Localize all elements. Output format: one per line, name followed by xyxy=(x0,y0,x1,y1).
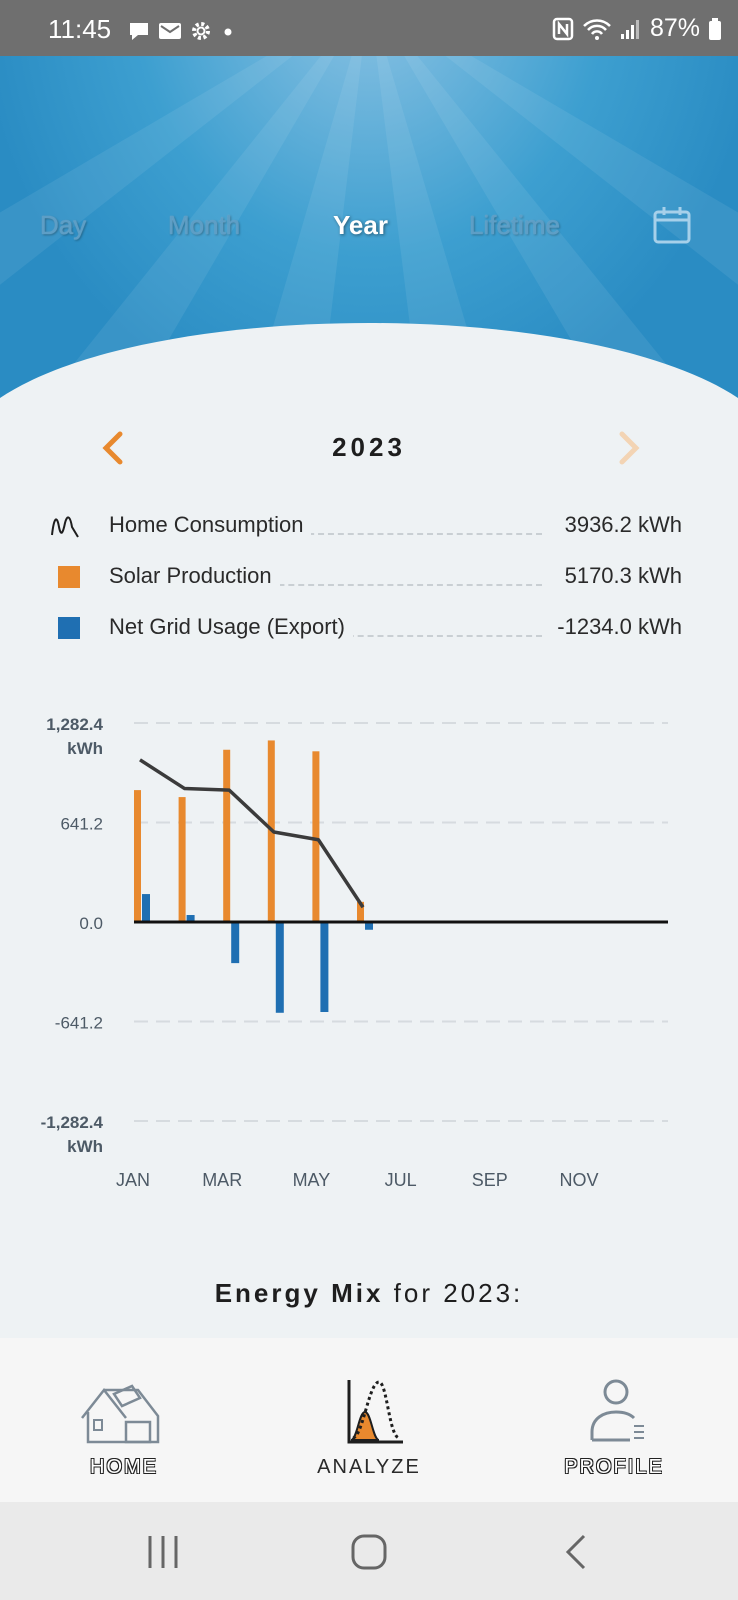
recent-apps-icon[interactable] xyxy=(138,1532,188,1572)
tab-day[interactable]: Day xyxy=(40,210,87,240)
solar-production-bar xyxy=(223,749,231,922)
y-unit-label: kWh xyxy=(67,1137,103,1156)
x-tick-label: JUL xyxy=(385,1170,417,1190)
previous-year-chevron-icon[interactable] xyxy=(94,428,134,468)
consumption-line-icon xyxy=(51,516,79,538)
status-bar: 11:45 87% xyxy=(0,0,738,56)
y-tick-label: -1,282.4 xyxy=(41,1113,104,1132)
grid-swatch-icon xyxy=(58,617,80,639)
energy-mix-heading: Energy Mix for 2023: xyxy=(0,1278,738,1309)
system-nav-bar xyxy=(0,1502,738,1600)
net-grid-usage-bar xyxy=(142,894,150,922)
solar-production-bar xyxy=(134,790,141,922)
battery-percent: 87% xyxy=(649,14,700,42)
nav-analyze[interactable]: ANALYZE xyxy=(269,1338,469,1502)
status-time: 11:45 xyxy=(48,14,112,44)
x-tick-label: NOV xyxy=(559,1170,598,1190)
bottom-nav: HOME ANALYZE PROFILE xyxy=(0,1338,738,1502)
legend-home-consumption: Home Consumption 3936.2 kWh xyxy=(50,508,682,544)
legend-net-grid-usage: Net Grid Usage (Export) -1234.0 kWh xyxy=(50,610,682,646)
profile-icon xyxy=(590,1379,644,1442)
x-tick-label: JAN xyxy=(116,1170,150,1190)
chat-bubble-icon xyxy=(130,23,148,40)
next-year-chevron-icon[interactable] xyxy=(608,428,648,468)
net-grid-usage-bar xyxy=(231,922,240,964)
hero-curve xyxy=(0,323,738,428)
nav-home-label: HOME xyxy=(90,1456,158,1478)
nav-home[interactable]: HOME xyxy=(24,1338,224,1502)
signal-icon xyxy=(620,19,639,39)
legend-label: Home Consumption xyxy=(109,512,312,538)
year-selector: 2023 xyxy=(0,420,738,480)
y-tick-label: 1,282.4 xyxy=(46,715,103,734)
tab-lifetime[interactable]: Lifetime xyxy=(469,210,561,240)
legend-value: 3936.2 kWh xyxy=(554,512,682,538)
nav-analyze-label: ANALYZE xyxy=(317,1456,421,1478)
sun-rays-decoration xyxy=(0,56,738,406)
net-grid-usage-bar xyxy=(320,922,329,1013)
net-grid-usage-bar xyxy=(275,922,284,1013)
back-chevron-icon[interactable] xyxy=(552,1532,602,1572)
energy-mix-bold: Energy Mix xyxy=(214,1278,384,1308)
tab-month[interactable]: Month xyxy=(168,210,241,240)
x-tick-label: MAR xyxy=(202,1170,242,1190)
y-unit-label: kWh xyxy=(67,739,103,758)
legend-solar-production: Solar Production 5170.3 kWh xyxy=(50,559,682,595)
settings-gear-icon xyxy=(192,22,210,40)
calendar-icon[interactable] xyxy=(652,205,692,245)
battery-icon xyxy=(709,17,721,40)
period-tabs: Day Month Year Lifetime xyxy=(0,210,738,250)
x-tick-label: MAY xyxy=(293,1170,331,1190)
y-tick-label: 0.0 xyxy=(79,914,103,933)
solar-production-bar xyxy=(312,751,320,922)
tab-year[interactable]: Year xyxy=(333,210,388,240)
analyze-chart-icon xyxy=(347,1380,403,1444)
x-tick-label: SEP xyxy=(472,1170,508,1190)
nfc-icon xyxy=(552,17,574,40)
solar-swatch-icon xyxy=(58,566,80,588)
legend-value: 5170.3 kWh xyxy=(554,563,682,589)
home-consumption-line xyxy=(139,758,365,909)
y-tick-label: 641.2 xyxy=(60,815,103,834)
energy-chart: 1,282.4 kWh 641.2 0.0 -641.2 -1,282.4 kWh JAN MA… xyxy=(41,715,668,1190)
legend-label: Net Grid Usage (Export) xyxy=(109,614,353,640)
solar-production-bar xyxy=(178,797,186,922)
wifi-icon xyxy=(583,18,611,40)
solar-production-bar xyxy=(357,901,364,922)
y-tick-label: -641.2 xyxy=(55,1014,103,1033)
hero-sky-background xyxy=(0,56,738,406)
nav-profile[interactable]: PROFILE xyxy=(514,1338,714,1502)
nav-profile-label: PROFILE xyxy=(564,1456,664,1478)
energy-mix-rest: for 2023: xyxy=(383,1278,524,1308)
home-button-icon[interactable] xyxy=(344,1532,394,1572)
house-icon xyxy=(81,1384,160,1444)
year-label: 2023 xyxy=(332,432,406,462)
legend-label: Solar Production xyxy=(109,563,280,589)
mail-icon xyxy=(159,23,181,39)
legend-value: -1234.0 kWh xyxy=(547,614,682,640)
net-grid-usage-bar xyxy=(365,922,373,930)
dot-icon xyxy=(224,28,232,36)
net-grid-usage-bar xyxy=(186,915,195,922)
